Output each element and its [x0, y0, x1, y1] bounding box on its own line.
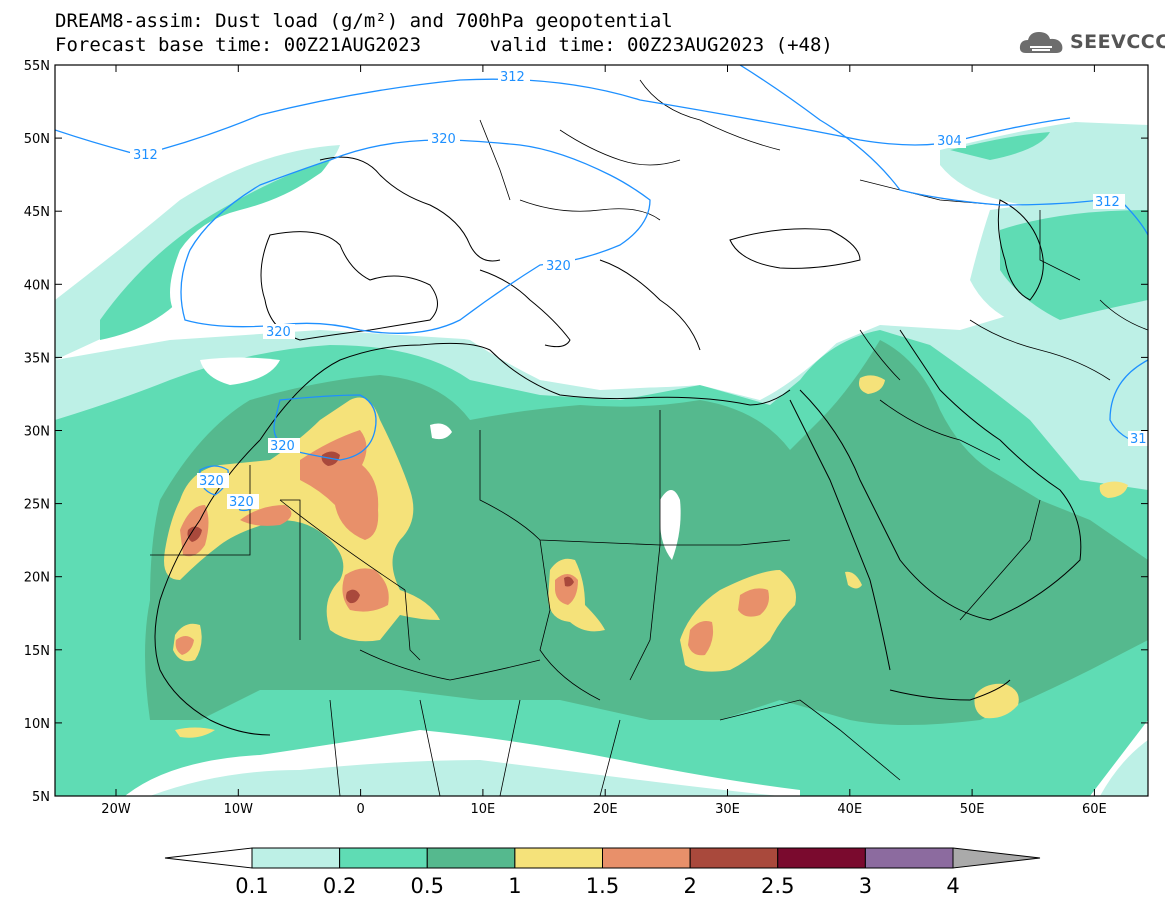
colorbar-box: [864, 847, 954, 869]
colorbar-label: 0.1: [235, 874, 268, 898]
lon-tick-label: 10W: [224, 802, 254, 817]
lat-tick-label: 10N: [24, 717, 50, 732]
seevccc-logo: SEEVCCC: [1018, 27, 1165, 57]
lat-tick-label: 25N: [24, 498, 50, 513]
lon-tick-label: 0: [356, 802, 364, 817]
clear-area-north: [55, 65, 1148, 560]
colorbar-box: [426, 847, 516, 869]
colorbar-label: 2.5: [761, 874, 794, 898]
lon-tick-label: 50E: [960, 802, 985, 817]
colorbar-box: [251, 847, 341, 869]
lon-tick-label: 30E: [715, 802, 740, 817]
logo-text: SEEVCCC: [1070, 31, 1165, 53]
colorbar-label: 3: [859, 874, 872, 898]
colorbar-box: [339, 847, 428, 869]
lat-tick-label: 30N: [24, 425, 50, 440]
contour-label-320-d: 320: [270, 439, 295, 454]
lon-tick-label: 60E: [1082, 802, 1107, 817]
map-area: 312 312 320 320 320 320 320 320 304 312 …: [55, 65, 1148, 796]
contour-label-312-east: 312: [1095, 195, 1120, 210]
contour-label-304: 304: [937, 134, 962, 149]
colorbar-box: [777, 847, 866, 869]
colorbar-box: [514, 847, 603, 869]
contour-label-312-west: 312: [133, 148, 158, 163]
colorbar-label: 4: [946, 874, 959, 898]
longitude-axis: 20W 10W 0 10E 20E 30E 40E 50E 60E: [101, 65, 1107, 817]
lat-tick-label: 5N: [32, 790, 50, 805]
colorbar-box: [602, 847, 691, 869]
lat-tick-label: 55N: [24, 59, 50, 74]
colorbar: 0.1 0.2 0.5 1 1.5 2 2.5 3 4: [164, 847, 1041, 898]
colorbar-box: [689, 847, 779, 869]
map-subtitle: Forecast base time: 00Z21AUG2023 valid t…: [55, 34, 833, 56]
lon-tick-label: 10E: [471, 802, 496, 817]
colorbar-label: 1.5: [586, 874, 619, 898]
lat-tick-label: 20N: [24, 571, 50, 586]
map-title: DREAM8-assim: Dust load (g/m²) and 700hP…: [55, 10, 673, 32]
colorbar-label: 0.2: [323, 874, 356, 898]
geopotential-contour-labels: 312 312 320 320 320 320 320 320 304 312 …: [130, 69, 1148, 510]
colorbar-label: 1: [508, 874, 521, 898]
contour-label-320-c: 320: [266, 325, 291, 340]
colorbar-label: 2: [683, 874, 696, 898]
lon-tick-label: 20E: [593, 802, 618, 817]
cloud-icon: [1019, 32, 1063, 53]
lon-tick-label: 20W: [101, 802, 131, 817]
contour-label-31-edge: 31: [1130, 432, 1147, 447]
contour-label-320-a: 320: [431, 132, 456, 147]
colorbar-over-arrow: [952, 847, 1041, 869]
lat-tick-label: 50N: [24, 132, 50, 147]
lat-tick-label: 15N: [24, 644, 50, 659]
lat-tick-label: 40N: [24, 278, 50, 293]
lat-tick-label: 45N: [24, 205, 50, 220]
contour-label-320-b: 320: [546, 259, 571, 274]
contour-label-320-f: 320: [229, 495, 254, 510]
colorbar-label: 0.5: [411, 874, 444, 898]
latitude-axis: 55N 50N 45N 40N 35N 30N 25N 20N 15N 10N 5N: [24, 59, 1148, 805]
colorbar-under-arrow: [164, 847, 253, 869]
contour-label-320-e: 320: [199, 474, 224, 489]
dust-level-0.5: [145, 340, 1148, 725]
lon-tick-label: 40E: [837, 802, 862, 817]
contour-label-312-north: 312: [500, 70, 525, 85]
lat-tick-label: 35N: [24, 351, 50, 366]
